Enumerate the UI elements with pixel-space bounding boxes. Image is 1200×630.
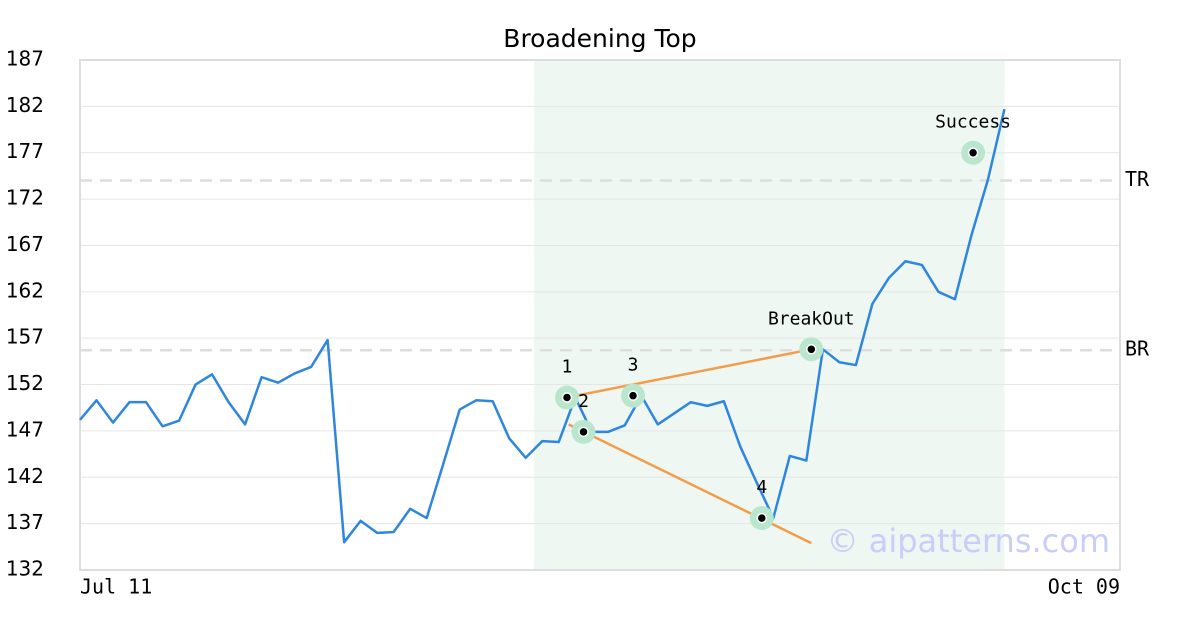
pattern-point <box>578 426 589 438</box>
pattern-point <box>806 344 817 355</box>
y-tick-label: 187 <box>6 47 44 71</box>
pattern-point-label: 2 <box>578 391 589 412</box>
plot-frame <box>79 59 1121 571</box>
chart-title: Broadening Top <box>503 24 696 53</box>
y-tick-label: 167 <box>6 232 44 256</box>
watermark: © aipatterns.com <box>827 522 1110 560</box>
y-tick-label: 157 <box>6 325 44 349</box>
pattern-point-label: BreakOut <box>768 308 855 329</box>
pattern-point-label: 1 <box>562 357 573 378</box>
y-tick-label: 182 <box>6 93 44 117</box>
trend-line <box>566 348 812 399</box>
pattern-point <box>627 390 639 401</box>
x-tick-label: Oct 09 <box>1048 575 1120 599</box>
pattern-region <box>533 60 1005 570</box>
pattern-point-label: 4 <box>756 477 767 498</box>
x-tick-label: Jul 11 <box>80 575 152 599</box>
y-tick-label: 132 <box>6 557 44 581</box>
y-tick-label: 177 <box>6 139 44 163</box>
pattern-point <box>967 147 979 158</box>
pattern-point-label: Success <box>935 112 1011 133</box>
level-label: TR <box>1125 167 1150 191</box>
y-tick-label: 142 <box>6 464 44 488</box>
pattern-point <box>756 512 768 524</box>
y-tick-label: 147 <box>6 417 44 441</box>
pattern-point-label: 3 <box>628 355 639 376</box>
level-label: BR <box>1125 337 1150 361</box>
y-tick-label: 162 <box>6 278 44 302</box>
y-tick-label: 172 <box>6 186 44 210</box>
pattern-point <box>561 392 573 403</box>
y-tick-label: 137 <box>6 510 44 534</box>
y-tick-label: 152 <box>6 371 44 395</box>
price-line <box>79 108 1006 544</box>
